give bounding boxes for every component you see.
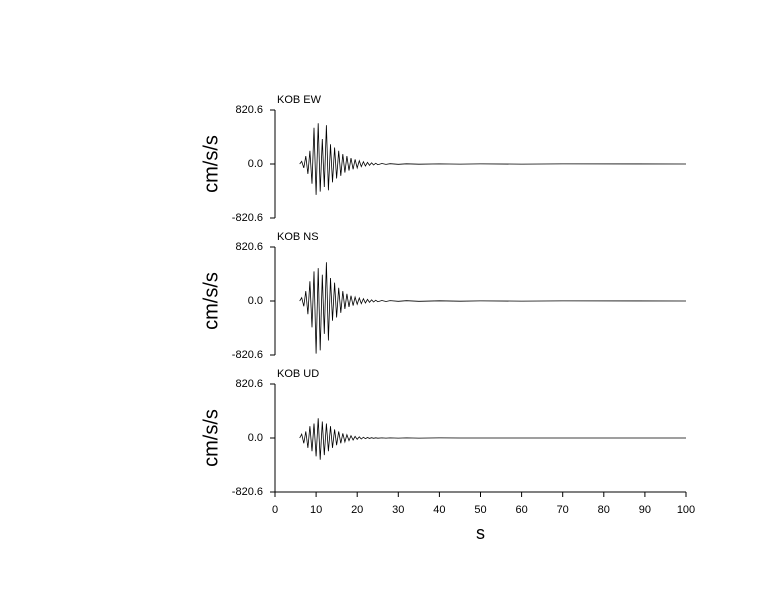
x-tick-label: 20 [351,504,363,516]
x-tick-label: 10 [310,504,322,516]
panel-title: KOB NS [277,231,319,243]
y-tick-label: 820.6 [235,378,263,390]
y-tick-label: 820.6 [235,104,263,116]
y-tick-label: 0.0 [248,432,263,444]
y-tick-label: 820.6 [235,241,263,253]
y-tick-label: 0.0 [248,295,263,307]
panel-title: KOB UD [277,368,319,380]
panel-title: KOB EW [277,94,322,106]
x-tick-label: 30 [392,504,404,516]
x-axis-label: s [476,523,485,543]
x-tick-label: 0 [272,504,278,516]
trace [299,262,687,354]
x-tick-label: 80 [598,504,610,516]
y-tick-label: -820.6 [232,212,263,224]
y-tick-label: -820.6 [232,349,263,361]
y-tick-label: 0.0 [248,158,263,170]
x-tick-label: 40 [433,504,445,516]
x-tick-label: 60 [515,504,527,516]
trace [299,123,687,195]
x-tick-label: 50 [474,504,486,516]
y-axis-label: cm/s/s [200,272,222,330]
y-tick-label: -820.6 [232,486,263,498]
x-tick-label: 90 [639,504,651,516]
y-axis-label: cm/s/s [200,135,222,193]
y-axis-label: cm/s/s [200,409,222,467]
trace [299,418,686,460]
x-tick-label: 70 [557,504,569,516]
x-tick-label: 100 [677,504,695,516]
